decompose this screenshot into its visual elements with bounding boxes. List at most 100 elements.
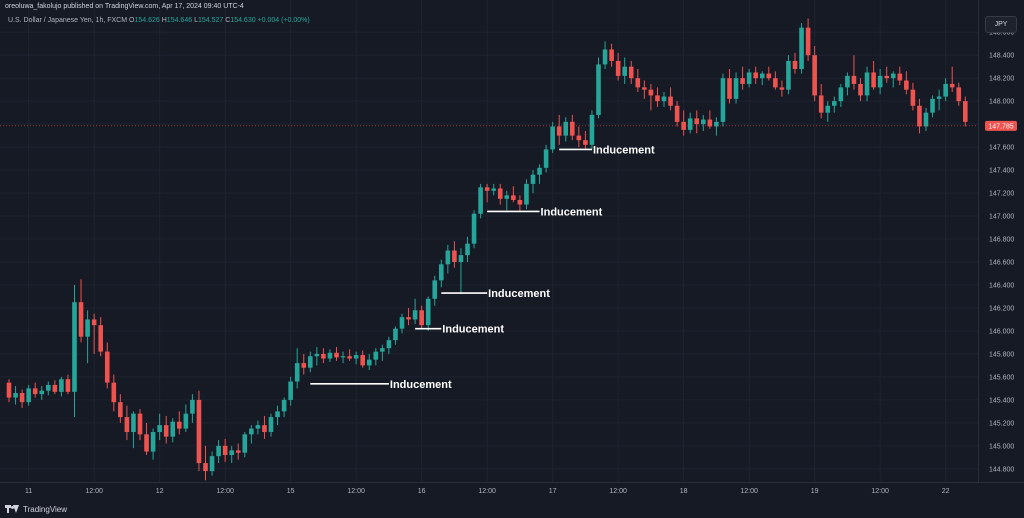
candle-down[interactable] (222, 445, 228, 456)
candle-up[interactable] (131, 413, 136, 433)
candle-down[interactable] (406, 317, 411, 320)
candle-up[interactable] (72, 302, 77, 392)
candle-down[interactable] (511, 195, 516, 200)
candle-up[interactable] (471, 213, 477, 244)
brand-name[interactable]: TradingView (23, 504, 68, 514)
candle-up[interactable] (327, 352, 333, 359)
candle-up[interactable] (530, 174, 536, 184)
inducement-label[interactable]: Inducement (541, 206, 603, 218)
candle-up[interactable] (838, 87, 844, 102)
candle-down[interactable] (910, 89, 916, 106)
candle-down[interactable] (576, 135, 582, 141)
candle-down[interactable] (144, 434, 149, 452)
candle-down[interactable] (674, 105, 680, 122)
candle-down[interactable] (570, 121, 575, 136)
candle-up[interactable] (13, 392, 18, 398)
candle-up[interactable] (255, 425, 261, 429)
candle-up[interactable] (845, 75, 850, 88)
candle-down[interactable] (235, 450, 241, 453)
candle-up[interactable] (281, 399, 287, 412)
candle-down[interactable] (321, 353, 326, 359)
candle-down[interactable] (137, 413, 143, 435)
candle-up[interactable] (936, 96, 942, 99)
candle-down[interactable] (740, 78, 745, 84)
candle-down[interactable] (792, 60, 798, 69)
candle-up[interactable] (412, 310, 418, 320)
candle-up[interactable] (314, 353, 320, 357)
candle-down[interactable] (360, 355, 365, 366)
inducement-label[interactable]: Inducement (390, 379, 452, 391)
candle-up[interactable] (85, 319, 90, 337)
candle-down[interactable] (609, 49, 614, 61)
candle-up[interactable] (425, 298, 431, 326)
candle-up[interactable] (930, 98, 935, 113)
candle-up[interactable] (294, 363, 300, 382)
candle-down[interactable] (78, 302, 84, 337)
candle-up[interactable] (746, 72, 752, 84)
candle-down[interactable] (203, 463, 208, 472)
candle-up[interactable] (458, 255, 464, 263)
candle-down[interactable] (648, 89, 654, 96)
candle-down[interactable] (897, 73, 903, 81)
candle-up[interactable] (366, 359, 372, 366)
candle-down[interactable] (196, 399, 202, 464)
candle-down[interactable] (118, 402, 123, 418)
candle-up[interactable] (445, 250, 451, 265)
candle-down[interactable] (917, 105, 922, 127)
candle-down[interactable] (628, 66, 634, 79)
symbol-legend[interactable]: U.S. Dollar / Japanese Yen, 1h, FXCM O15… (8, 17, 310, 24)
candle-down[interactable] (262, 425, 267, 433)
candle-down[interactable] (727, 78, 732, 99)
candle-up[interactable] (622, 66, 627, 76)
candle-up[interactable] (209, 456, 215, 472)
candle-up[interactable] (687, 118, 693, 130)
candle-up[interactable] (759, 73, 765, 79)
candle-down[interactable] (65, 379, 71, 392)
candle-down[interactable] (104, 351, 110, 383)
candle-up[interactable] (786, 60, 791, 90)
candle-up[interactable] (432, 280, 438, 299)
candle-down[interactable] (694, 118, 700, 125)
candle-up[interactable] (157, 425, 162, 433)
candle-up[interactable] (439, 264, 444, 281)
candle-down[interactable] (301, 363, 307, 368)
candle-up[interactable] (864, 72, 870, 96)
candle-down[interactable] (177, 421, 182, 429)
candle-down[interactable] (32, 388, 38, 395)
candle-down[interactable] (805, 27, 811, 56)
candle-up[interactable] (877, 75, 883, 88)
candle-up[interactable] (308, 356, 313, 368)
candle-up[interactable] (353, 355, 359, 359)
candle-down[interactable] (98, 325, 103, 352)
candle-down[interactable] (753, 72, 758, 79)
candle-down[interactable] (452, 250, 457, 263)
candle-down[interactable] (556, 126, 562, 136)
candle-down[interactable] (668, 96, 673, 106)
inducement-label[interactable]: Inducement (488, 288, 550, 300)
candle-up[interactable] (170, 421, 176, 437)
candle-down[interactable] (949, 83, 955, 88)
candle-up[interactable] (190, 399, 195, 414)
candle-up[interactable] (504, 195, 510, 199)
candle-up[interactable] (399, 317, 405, 329)
candle-down[interactable] (517, 199, 523, 205)
candle-up[interactable] (380, 348, 385, 352)
candle-down[interactable] (163, 425, 169, 437)
candle-up[interactable] (943, 83, 948, 97)
candle-up[interactable] (923, 112, 929, 127)
candle-up[interactable] (602, 49, 608, 65)
candle-down[interactable] (635, 78, 641, 88)
candle-down[interactable] (419, 310, 424, 326)
candle-down[interactable] (779, 87, 785, 90)
candle-up[interactable] (59, 379, 64, 392)
candle-down[interactable] (858, 83, 863, 96)
candle-down[interactable] (484, 187, 490, 191)
candle-down[interactable] (497, 188, 503, 199)
candle-up[interactable] (478, 187, 483, 214)
candle-up[interactable] (832, 101, 837, 106)
candle-down[interactable] (871, 72, 876, 88)
candle-up[interactable] (46, 384, 51, 391)
candle-down[interactable] (655, 95, 660, 102)
candle-down[interactable] (812, 55, 817, 96)
